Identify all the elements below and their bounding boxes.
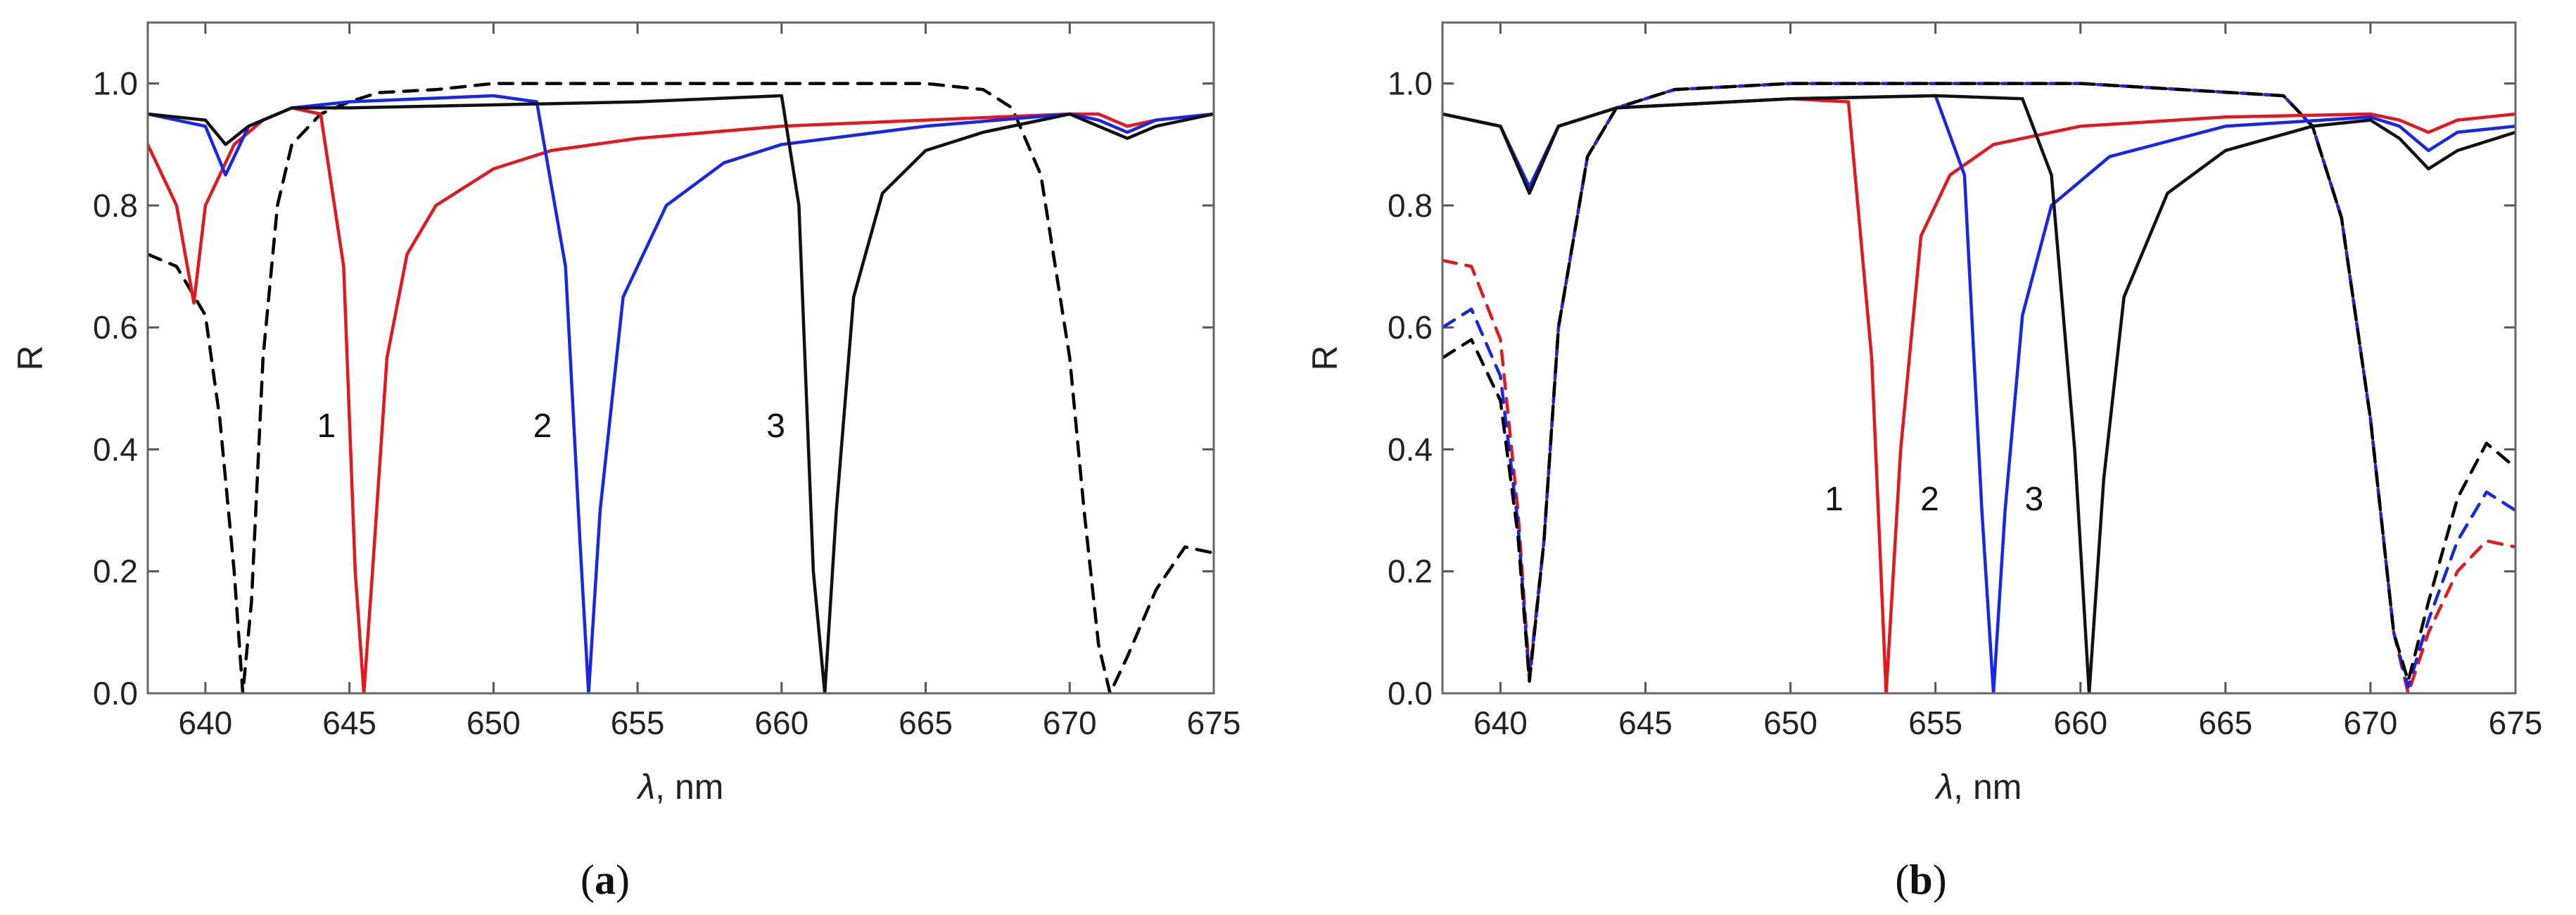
y-tick-label-0.2: 0.2 [1388,553,1433,590]
y-tick-label-0.6: 0.6 [1388,309,1433,346]
panel-caption: (a) [580,857,630,903]
y-axis-title: R [11,345,50,370]
y-axis-title: R [1305,345,1345,370]
x-axis-title-symbol: λ [1934,767,1954,807]
x-tick-label-645: 645 [1618,705,1673,741]
plot-frame [1441,21,2517,695]
series-line-red [1442,97,2515,693]
panel-caption-open: ( [1895,857,1909,903]
panel-caption-open: ( [580,857,595,903]
series-line-blue [148,94,1214,693]
y-tick-label-0.4: 0.4 [93,431,138,467]
x-tick-label-650: 650 [1763,705,1817,741]
curve-label-3: 3 [2024,481,2043,518]
series-line-black [148,94,1214,693]
x-axis-title: λ, nm [1934,767,2022,807]
y-tick-label-0: 0.0 [93,675,138,712]
curve-label-1: 1 [1825,481,1844,518]
series-line-red-dashed [1442,82,2515,693]
x-tick-label-675: 675 [2489,705,2543,741]
x-axis-title-unit: , nm [655,767,723,807]
y-tick-label-0.8: 0.8 [1388,187,1433,224]
panel-caption-close: ) [1933,857,1947,903]
x-axis-title: λ, nm [636,767,724,807]
x-tick-label-655: 655 [1908,705,1962,741]
x-axis-title-unit: , nm [1953,767,2022,807]
plot-frame [146,21,1215,695]
x-tick-label-640: 640 [179,705,233,741]
x-tick-label-670: 670 [1043,705,1097,741]
panel-b: 640 645 650 655 660 665 670 675 0.0 0.2 0.4 0.6 0.8 1… [1305,21,2543,903]
x-tick-label-650: 650 [467,705,521,741]
x-tick-label-655: 655 [611,705,665,741]
series-group [148,82,1214,693]
x-tick-label-645: 645 [322,705,376,741]
series-line-black-dashed [148,82,1214,693]
series-group [1442,82,2515,693]
panel-a: 640 645 650 655 660 665 670 675 0.0 0.2 0.4 0.6 0.8 1… [11,21,1241,903]
y-tick-label-0.4: 0.4 [1388,431,1433,467]
curve-label-1: 1 [317,408,336,445]
x-tick-label-640: 640 [1473,705,1528,741]
x-tick-label-660: 660 [754,705,808,741]
panel-caption-close: ) [616,857,630,903]
x-tick-label-670: 670 [2344,705,2398,741]
series-line-blue [1442,94,2515,693]
curve-label-3: 3 [766,408,785,445]
panel-caption-letter: a [595,857,616,903]
panel-caption-letter: b [1909,857,1932,903]
curve-label-2: 2 [533,408,552,445]
y-tick-label-1: 1.0 [1388,65,1433,102]
x-tick-label-675: 675 [1187,705,1241,741]
series-line-black-dashed [1442,82,2515,683]
curve-label-2: 2 [1920,481,1939,518]
x-tick-label-660: 660 [2053,705,2107,741]
x-tick-label-665: 665 [2198,705,2252,741]
y-tick-label-0: 0.0 [1388,675,1433,712]
y-tick-label-1: 1.0 [93,65,138,102]
y-tick-label-0.6: 0.6 [93,309,138,346]
panel-caption: (b) [1895,857,1946,903]
x-axis-title-symbol: λ [636,767,656,807]
series-line-blue-dashed [1442,82,2515,689]
x-tick-label-665: 665 [899,705,953,741]
y-tick-label-0.8: 0.8 [93,187,138,224]
series-line-black [1442,94,2515,693]
y-tick-label-0.2: 0.2 [93,553,138,590]
